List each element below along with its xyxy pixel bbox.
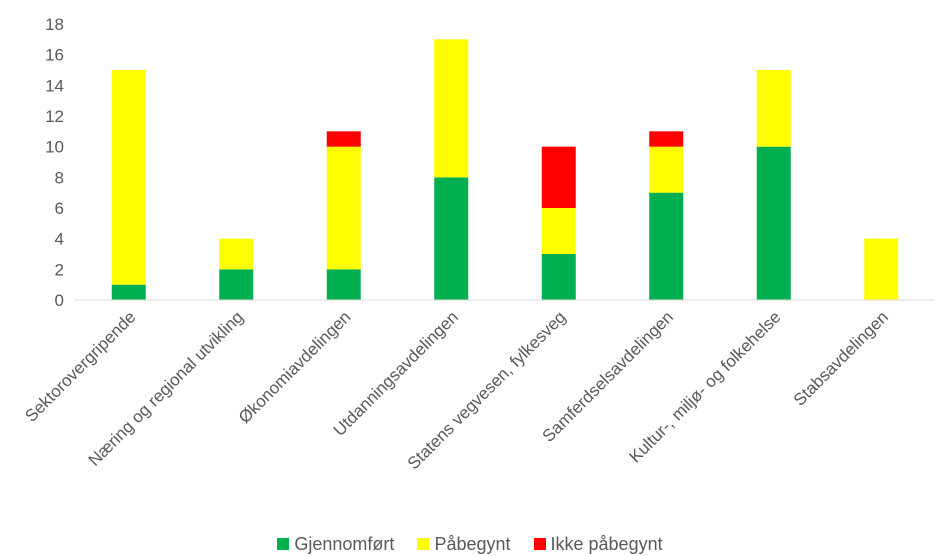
y-tick-label: 0 [55, 291, 64, 310]
bar-segment-0-6 [756, 146, 791, 300]
bar-segment-1-0 [111, 70, 146, 285]
bar-segment-0-4 [541, 254, 576, 300]
y-tick-label: 14 [45, 76, 64, 95]
bar-segment-1-7 [864, 238, 899, 300]
bar-segment-2-5 [649, 131, 684, 147]
x-tick-label: Sektorovergripende [21, 307, 139, 425]
y-tick-label: 6 [55, 199, 64, 218]
y-axis: 0 2 4 6 8 10 12 14 16 18 [45, 15, 64, 310]
bar-segment-0-1 [219, 269, 254, 300]
legend-swatch-gjennomfort [277, 538, 290, 550]
bars [111, 39, 899, 300]
y-tick-label: 12 [45, 107, 64, 126]
legend: Gjennomført Påbegynt Ikke påbegynt [0, 534, 940, 555]
bar-segment-0-2 [326, 269, 361, 300]
bar-segment-0-0 [111, 284, 146, 300]
legend-label-gjennomfort: Gjennomført [294, 534, 395, 554]
x-tick-label: Økonomiavdelingen [235, 307, 355, 427]
y-tick-label: 18 [45, 15, 64, 34]
bar-segment-1-4 [541, 208, 576, 254]
y-tick-label: 10 [45, 138, 64, 157]
bar-segment-1-1 [219, 238, 254, 270]
bar-segment-1-2 [326, 146, 361, 270]
y-tick-label: 4 [55, 230, 64, 249]
bar-segment-0-5 [649, 192, 684, 300]
legend-swatch-ikke-pabegynt [533, 538, 546, 550]
y-tick-label: 8 [55, 168, 64, 187]
bar-segment-1-6 [756, 70, 791, 147]
legend-item-gjennomfort: Gjennomført [277, 534, 394, 555]
legend-swatch-pabegynt [417, 538, 430, 550]
bar-segment-2-4 [541, 146, 576, 208]
y-tick-label: 2 [55, 260, 64, 279]
x-tick-label: Stabsavdelingen [790, 307, 892, 409]
legend-label-pabegynt: Påbegynt [434, 534, 511, 554]
bar-segment-2-2 [326, 131, 361, 147]
bar-segment-1-5 [649, 146, 684, 193]
bar-segment-0-3 [434, 177, 469, 300]
legend-label-ikke-pabegynt: Ikke påbegynt [550, 534, 663, 554]
legend-item-ikke-pabegynt: Ikke påbegynt [533, 534, 663, 555]
bar-segment-1-3 [434, 39, 469, 178]
legend-item-pabegynt: Påbegynt [417, 534, 511, 555]
y-tick-label: 16 [45, 46, 64, 65]
